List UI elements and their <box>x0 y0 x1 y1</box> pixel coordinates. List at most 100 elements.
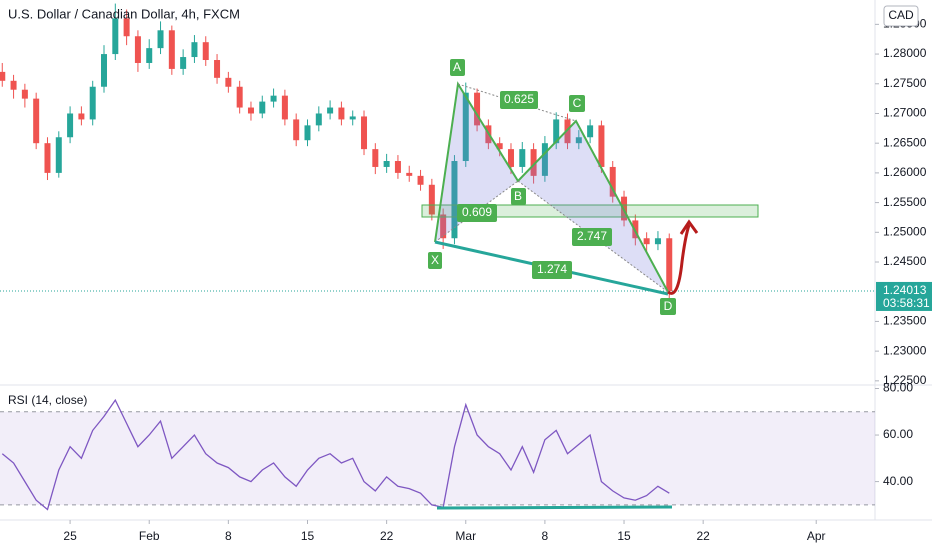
point-box <box>660 298 676 315</box>
pattern-dotted <box>434 180 519 243</box>
candle-body <box>507 149 514 167</box>
point-label: B <box>514 189 522 203</box>
point-label: A <box>453 60 461 74</box>
ratio-box <box>500 91 538 109</box>
y-tick-label: 1.23000 <box>883 343 927 357</box>
rsi-band <box>0 411 875 505</box>
last-price-box <box>876 281 932 311</box>
point-label: C <box>573 96 582 110</box>
candle-body <box>146 48 153 63</box>
candle-body <box>304 125 311 141</box>
y-tick-label: 60.00 <box>883 427 913 441</box>
candle-body <box>112 18 119 55</box>
last-price-label: 1.24013 <box>883 283 927 297</box>
x-tick-label: Apr <box>807 529 826 543</box>
x-tick-label: 25 <box>63 529 77 543</box>
candle-body <box>180 57 187 69</box>
candle-body <box>55 137 62 173</box>
candle-body <box>440 214 447 239</box>
point-box <box>511 188 526 205</box>
arrow-head <box>679 219 699 235</box>
y-tick-label: 1.27000 <box>883 106 927 120</box>
y-tick-label: 80.00 <box>883 381 913 395</box>
ratio-label: 0.625 <box>504 92 534 106</box>
y-tick-label: 1.28000 <box>883 46 927 60</box>
candle-body <box>575 137 582 144</box>
candle-body <box>202 42 209 61</box>
chart-title: U.S. Dollar / Canadian Dollar, 4h, FXCM <box>8 6 240 21</box>
candle-body <box>89 86 96 120</box>
candle-body <box>123 18 130 37</box>
ratio-label: 1.274 <box>537 262 567 276</box>
currency-label[interactable]: CAD <box>888 8 914 22</box>
y-tick-label: 1.22500 <box>883 373 927 387</box>
harmonic-pattern: X A B C D 0.625 0.609 2.747 1.274 <box>421 59 759 510</box>
countdown-label: 03:58:31 <box>883 296 930 310</box>
candle-body <box>417 175 424 185</box>
candle-body <box>361 116 368 150</box>
candle-body <box>349 116 356 120</box>
y-tick-label: 1.26500 <box>883 135 927 149</box>
candle-body <box>406 172 413 176</box>
candle-body <box>598 125 605 167</box>
arrow <box>667 224 691 295</box>
point-box <box>569 95 585 112</box>
point-box <box>450 59 465 76</box>
candle-body <box>315 113 322 126</box>
candle-body <box>519 149 526 167</box>
candle-body <box>643 238 650 245</box>
candle-body <box>394 161 401 173</box>
candle-body <box>372 149 379 167</box>
x-tick-label: 22 <box>380 529 394 543</box>
candle-body <box>101 54 108 87</box>
candle-body <box>541 143 548 176</box>
point-box <box>428 252 442 269</box>
x-tick-label: Feb <box>139 529 160 543</box>
candle-body <box>496 143 503 150</box>
x-tick-label: 8 <box>225 529 232 543</box>
candle-body <box>293 119 300 141</box>
candle-body <box>338 107 345 120</box>
point-label: D <box>664 299 673 313</box>
candle-body <box>666 238 673 292</box>
candle-body <box>474 92 481 126</box>
candle-body <box>270 95 277 102</box>
candle-body <box>134 36 141 63</box>
candle-body <box>157 30 164 49</box>
currency-box[interactable] <box>883 5 919 27</box>
y-tick-label: 1.25000 <box>883 224 927 238</box>
candle-body <box>451 161 458 239</box>
candle-body <box>428 184 435 215</box>
candle-body <box>168 30 175 69</box>
x-tick-label: 22 <box>696 529 710 543</box>
candle-body <box>553 119 560 144</box>
candle-body <box>530 149 537 176</box>
candle-body <box>214 60 221 78</box>
point-label: X <box>431 253 439 267</box>
candle-body <box>462 92 469 162</box>
ratio-label: 2.747 <box>577 229 607 243</box>
candle-body <box>78 113 85 120</box>
ratio-label: 0.609 <box>462 205 492 219</box>
x-tick-label: 15 <box>617 529 631 543</box>
candle-body <box>587 125 594 138</box>
candle-body <box>247 107 254 114</box>
zone <box>421 204 759 218</box>
candle-body <box>44 143 51 173</box>
back-layer: 1.285001.280001.275001.270001.265001.260… <box>0 17 927 543</box>
rsi-line <box>1 398 670 511</box>
rsi-title: RSI (14, close) <box>8 393 87 407</box>
candle-body <box>259 101 266 114</box>
candle-body <box>33 98 40 144</box>
candle-body <box>327 107 334 114</box>
x-tick-label: 8 <box>542 529 549 543</box>
y-tick-label: 1.23500 <box>883 314 927 328</box>
x-tick-label: 15 <box>301 529 315 543</box>
candle-body <box>67 113 74 138</box>
y-tick-label: 1.24500 <box>883 254 927 268</box>
rsi-trend-line <box>436 505 673 510</box>
ratio-box <box>572 228 612 246</box>
ratio-box <box>532 261 572 279</box>
